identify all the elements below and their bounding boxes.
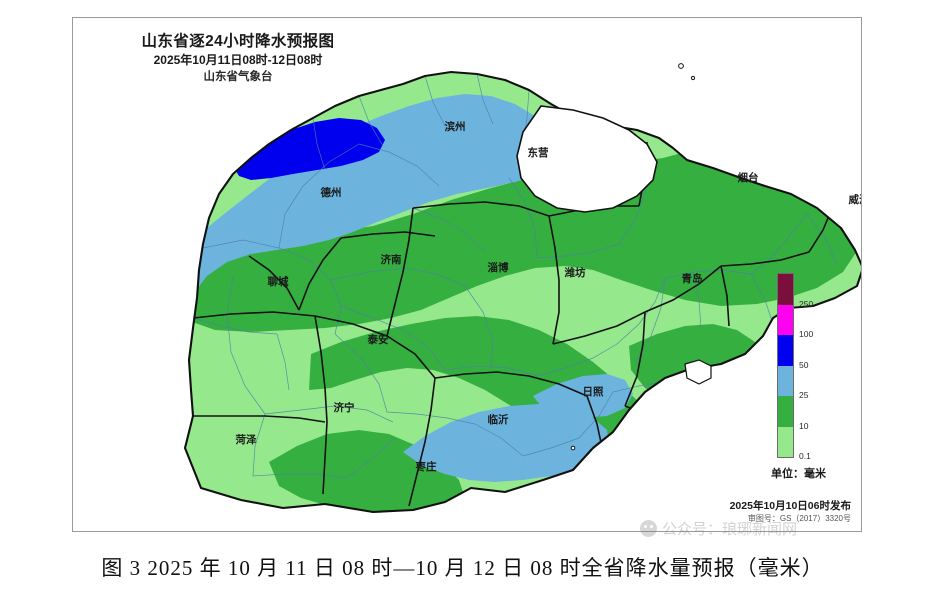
map-title: 山东省逐24小时降水预报图 (141, 33, 335, 50)
legend-unit-label: 单位：毫米 (771, 468, 826, 480)
issue-time: 2025年10月10日06时发布 (729, 500, 851, 513)
legend-band-25-50 (778, 365, 793, 396)
bohai-bay-sea (516, 105, 658, 213)
city-label-济宁: 济宁 (334, 401, 355, 414)
legend-tick-100: 100 (799, 329, 814, 339)
map-title-org: 山东省气象台 (203, 71, 273, 84)
island-marker (570, 445, 576, 451)
island-marker (678, 63, 684, 69)
figure-caption: 图 3 2025 年 10 月 11 日 08 时—10 月 12 日 08 时… (101, 555, 824, 580)
island-marker (690, 75, 696, 81)
legend-tick-0.1: 0.1 (799, 451, 811, 461)
map-title-block: 山东省逐24小时降水预报图 2025年10月11日08时-12日08时 山东省气… (93, 32, 383, 85)
band-50-100-dezhou (233, 118, 385, 180)
city-label-济南: 济南 (381, 253, 402, 266)
legend-tick-10: 10 (799, 420, 809, 431)
city-label-青岛: 青岛 (682, 272, 703, 285)
band-50-100-dezhou-tail (195, 158, 229, 186)
city-label-东营: 东营 (528, 146, 549, 159)
legend-tick-25: 25 (799, 390, 809, 400)
city-label-日照: 日照 (583, 386, 604, 398)
city-label-泰安: 泰安 (367, 333, 389, 346)
city-label-威海: 威海 (849, 193, 863, 206)
precipitation-legend: 单位：毫米 250 100 50 25 10 0.1 (771, 273, 859, 483)
legend-colorbar (777, 273, 794, 458)
legend-tick-50: 50 (799, 359, 809, 370)
city-label-滨州: 滨州 (445, 120, 466, 133)
legend-band-100-250 (778, 304, 793, 335)
jiaozhou-bay-notch (684, 359, 712, 385)
legend-band-10-25 (778, 396, 793, 427)
legend-band-50-100 (778, 335, 793, 366)
forecast-map-panel: 山东省逐24小时降水预报图 2025年10月11日08时-12日08时 山东省气… (72, 17, 862, 532)
province-outline (183, 70, 861, 514)
prefecture-boundaries (192, 141, 834, 507)
city-label-枣庄: 枣庄 (415, 460, 437, 473)
precip-bands (185, 72, 861, 512)
county-boundaries (192, 73, 838, 479)
city-label-菏泽: 菏泽 (236, 433, 257, 446)
issue-info: 2025年10月10日06时发布 审图号：GS（2017）3320号 (730, 499, 851, 525)
city-label-临沂: 临沂 (488, 413, 509, 426)
city-label-烟台: 烟台 (738, 171, 759, 184)
map-title-period: 2025年10月11日08时-12日08时 (153, 53, 323, 68)
city-label-潍坊: 潍坊 (564, 266, 586, 279)
map-approval-code: 审图号：GS（2017）3320号 (747, 514, 851, 524)
legend-band-250+ (778, 274, 793, 305)
legend-band-0.1-10 (778, 426, 793, 457)
band-25-50-northwest (185, 94, 559, 314)
city-label-聊城: 聊城 (268, 275, 289, 288)
band-10-25-north (185, 130, 861, 332)
city-label-淄博: 淄博 (488, 261, 509, 274)
band-25-50-linyi-east (533, 374, 633, 418)
city-label-德州: 德州 (320, 186, 342, 199)
band-25-50-linyi (403, 404, 609, 482)
legend-tick-250: 250 (799, 298, 814, 309)
